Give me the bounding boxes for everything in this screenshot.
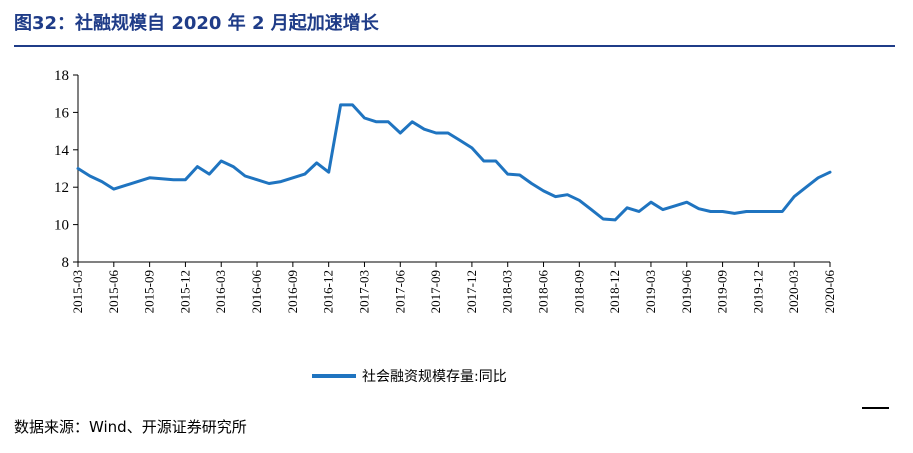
series-line (76, 103, 832, 222)
x-tick-label: 2018-06 (536, 270, 551, 314)
x-tick-label: 2016-03 (213, 270, 228, 313)
x-tick-label: 2018-12 (607, 270, 622, 313)
x-tick-label: 2015-12 (177, 270, 192, 313)
x-tick-label: 2016-06 (249, 270, 264, 314)
x-tick-label: 2017-12 (464, 270, 479, 313)
x-tick-label: 2018-03 (500, 270, 515, 313)
x-tick-label: 2019-12 (750, 270, 765, 313)
chart-axes (77, 75, 830, 263)
x-tick-label: 2019-03 (643, 270, 658, 313)
y-tick-label: 10 (54, 218, 69, 234)
x-tick-label: 2015-06 (106, 270, 121, 314)
x-tick-label: 2015-09 (142, 270, 157, 313)
y-axis-ticks: 8 10 12 14 16 18 (54, 68, 78, 271)
end-mark (862, 407, 889, 409)
title-underline (14, 45, 895, 47)
x-tick-label: 2018-09 (571, 270, 586, 313)
data-source-note: 数据来源：Wind、开源证券研究所 (14, 418, 247, 436)
legend: 社会融资规模存量:同比 (312, 369, 507, 385)
y-tick-label: 8 (62, 255, 70, 271)
x-axis-ticks: 2015-03 2015-06 2015-09 2015-12 2016-03 2016-… (70, 262, 837, 313)
legend-label: 社会融资规模存量:同比 (362, 369, 507, 385)
line-chart: 8 10 12 14 16 18 2015-03 2015-06 2015-09 2015-12… (54, 68, 837, 385)
y-tick-label: 18 (54, 68, 69, 84)
x-tick-label: 2017-09 (428, 270, 443, 313)
x-tick-label: 2016-09 (285, 270, 300, 313)
y-tick-label: 14 (54, 143, 70, 159)
x-tick-label: 2020-03 (786, 270, 801, 313)
x-tick-label: 2020-06 (822, 270, 837, 314)
y-tick-label: 16 (54, 105, 70, 121)
x-tick-label: 2019-06 (679, 270, 694, 314)
x-tick-label: 2017-06 (392, 270, 407, 314)
figure-title: 图32：社融规模自 2020 年 2 月起加速增长 (14, 13, 379, 34)
x-tick-label: 2015-03 (70, 270, 85, 313)
x-tick-label: 2017-03 (356, 270, 371, 313)
x-tick-label: 2016-12 (321, 270, 336, 313)
x-tick-label: 2019-09 (715, 270, 730, 313)
series-lines (76, 103, 832, 222)
y-tick-label: 12 (54, 180, 69, 196)
